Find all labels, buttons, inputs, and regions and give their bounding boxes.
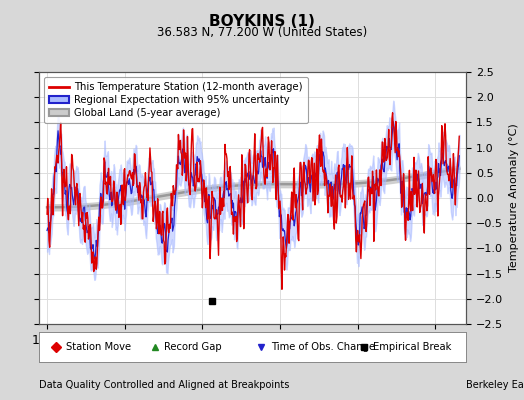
Legend: This Temperature Station (12-month average), Regional Expectation with 95% uncer: This Temperature Station (12-month avera… xyxy=(45,77,308,123)
Text: Record Gap: Record Gap xyxy=(164,342,222,352)
Text: 36.583 N, 77.200 W (United States): 36.583 N, 77.200 W (United States) xyxy=(157,26,367,39)
Text: Berkeley Earth: Berkeley Earth xyxy=(466,380,524,390)
Text: BOYKINS (1): BOYKINS (1) xyxy=(209,14,315,29)
Y-axis label: Temperature Anomaly (°C): Temperature Anomaly (°C) xyxy=(509,124,519,272)
Text: Time of Obs. Change: Time of Obs. Change xyxy=(271,342,375,352)
Text: Data Quality Controlled and Aligned at Breakpoints: Data Quality Controlled and Aligned at B… xyxy=(39,380,290,390)
Text: Empirical Break: Empirical Break xyxy=(373,342,452,352)
Text: Station Move: Station Move xyxy=(66,342,131,352)
